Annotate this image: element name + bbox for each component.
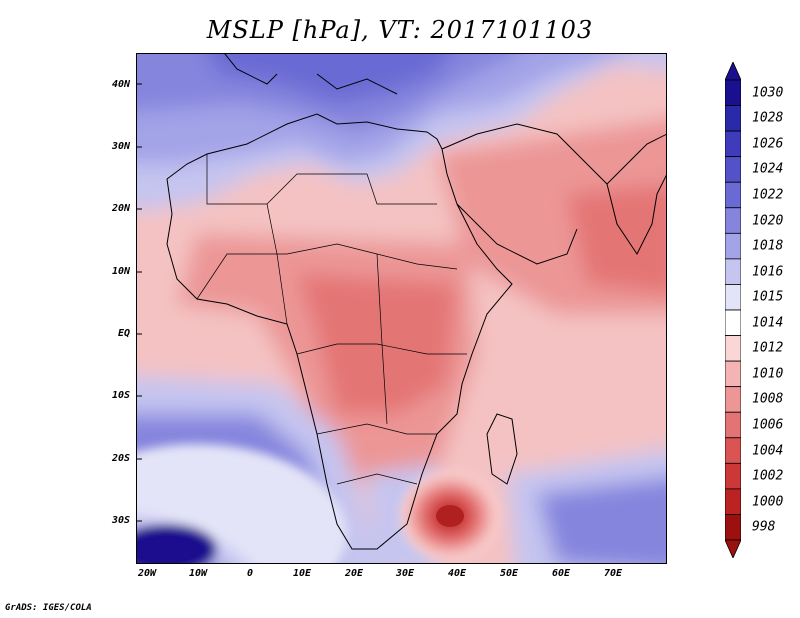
- colorbar-segment: [725, 207, 741, 234]
- country-borders: [196, 154, 467, 485]
- pressure-map: [136, 53, 667, 564]
- colorbar-segment: [725, 130, 741, 158]
- lon-label: 10W: [188, 568, 208, 579]
- lon-label: 40E: [447, 568, 467, 579]
- colorbar-segment: [725, 411, 741, 439]
- colorbar-label: 1026: [752, 136, 784, 152]
- lat-label: 40N: [111, 79, 130, 90]
- colorbar-segment: [725, 488, 741, 515]
- colorbar-segment: [725, 437, 741, 464]
- colorbar-label: 998: [752, 519, 776, 535]
- lon-label: 10E: [292, 568, 312, 579]
- colorbar-segment: [725, 258, 741, 285]
- lat-label: 20S: [111, 453, 130, 464]
- colorbar-segment: [725, 79, 741, 106]
- colorbar-label: 1022: [752, 187, 784, 203]
- colorbar-label: 1018: [752, 238, 784, 254]
- lat-label: EQ: [117, 328, 130, 339]
- colorbar-segment: [725, 514, 741, 541]
- map-canvas: [137, 54, 666, 563]
- colorbar-label: 1000: [752, 494, 784, 510]
- colorbar-label: 1028: [752, 110, 784, 126]
- colorbar-segment: [725, 181, 741, 209]
- colorbar-label: 1006: [752, 417, 784, 433]
- colorbar-label: 1014: [752, 315, 784, 331]
- colorbar-segment: [725, 232, 741, 260]
- colorbar-segment: [725, 156, 741, 183]
- colorbar-label: 1020: [752, 213, 784, 229]
- colorbar-segment: [725, 105, 741, 132]
- lat-label: 20N: [111, 203, 130, 214]
- colorbar-label: 1004: [752, 443, 784, 459]
- madagascar-outline: [486, 413, 518, 485]
- colorbar-label: 1002: [752, 468, 784, 484]
- colorbar-top-arrow: [725, 62, 741, 81]
- colorbar-label: 1010: [752, 366, 784, 382]
- lon-label: 60E: [551, 568, 571, 579]
- colorbar-segment: [725, 462, 741, 490]
- colorbar-segment: [725, 309, 741, 336]
- low-pressure-center: [436, 505, 464, 527]
- lon-label: 30E: [395, 568, 415, 579]
- lat-label: 30S: [111, 515, 130, 526]
- coastlines: [166, 54, 666, 550]
- colorbar-segment: [725, 360, 741, 388]
- lat-label: 30N: [111, 141, 130, 152]
- colorbar-label: 1024: [752, 161, 784, 177]
- colorbar-label: 1008: [752, 391, 784, 407]
- lon-label: 20E: [344, 568, 364, 579]
- colorbar-segment: [725, 284, 741, 311]
- colorbar-segment: [725, 335, 741, 362]
- axis-ticks: [137, 83, 142, 522]
- lon-label: 50E: [499, 568, 519, 579]
- lat-label: 10N: [111, 266, 130, 277]
- colorbar-label: 1012: [752, 340, 784, 356]
- colorbar-bottom-arrow: [725, 539, 741, 558]
- lat-label: 10S: [111, 390, 130, 401]
- lon-label: 70E: [603, 568, 623, 579]
- lon-label: 0: [246, 568, 254, 579]
- chart-title: MSLP [hPa], VT: 2017101103: [206, 16, 594, 44]
- colorbar: [725, 62, 741, 558]
- lon-label: 20W: [137, 568, 157, 579]
- colorbar-segment: [725, 386, 741, 413]
- colorbar-label: 1016: [752, 264, 784, 280]
- credit-text: GrADS: IGES/COLA: [5, 603, 92, 613]
- colorbar-label: 1015: [752, 289, 784, 305]
- colorbar-label: 1030: [752, 85, 784, 101]
